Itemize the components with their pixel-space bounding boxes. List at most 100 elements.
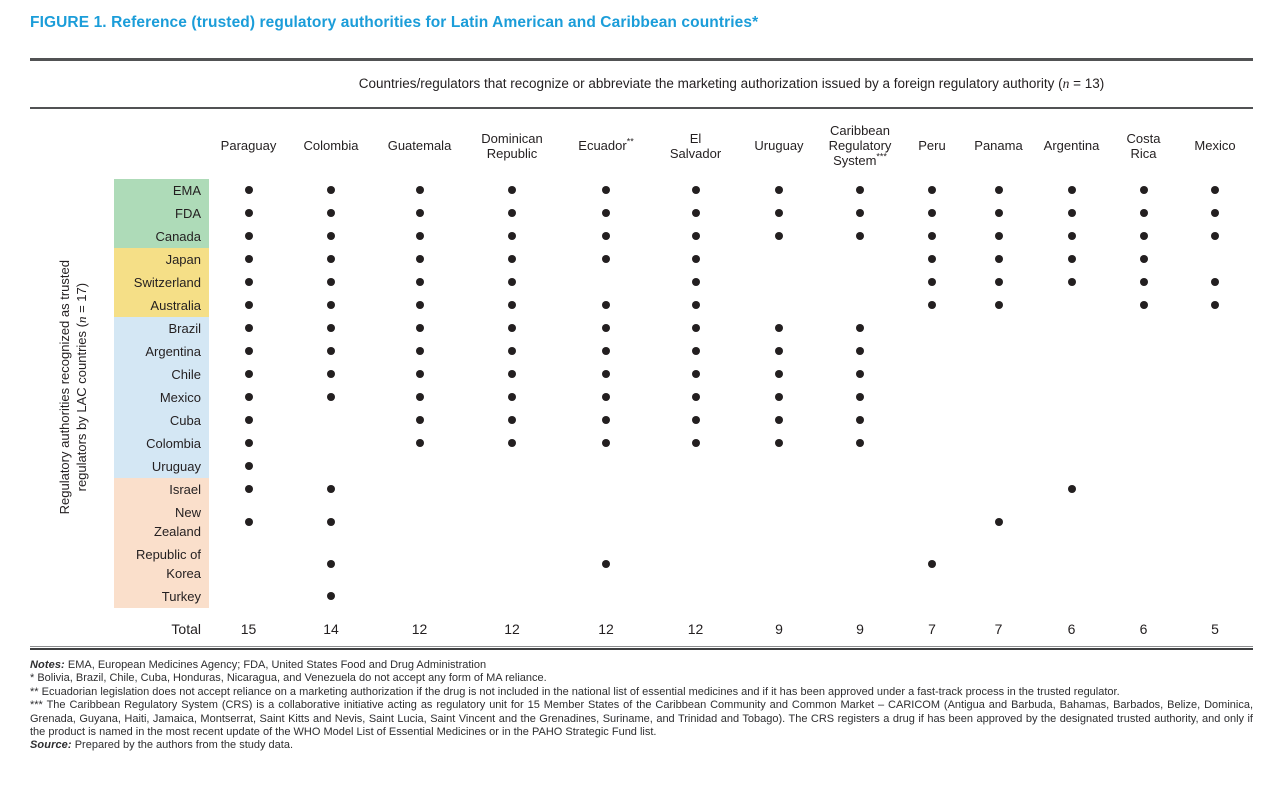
matrix-cell (559, 432, 653, 455)
matrix-cell (374, 179, 465, 202)
matrix-row: Cuba (114, 408, 1253, 432)
matrix-cell (820, 386, 900, 409)
matrix-cell (209, 294, 288, 317)
matrix-body: EMA FDA Canada Japan Switzerland Australia Bra… (114, 178, 1253, 608)
matrix-cell (900, 409, 964, 432)
data-dot (508, 209, 516, 217)
matrix-row: Brazil (114, 316, 1253, 340)
data-dot (602, 209, 610, 217)
data-dot (244, 439, 253, 447)
data-dot (327, 209, 335, 217)
matrix-cell (1110, 455, 1177, 478)
data-dot (602, 393, 610, 401)
matrix-cell (374, 478, 465, 501)
data-dot (691, 393, 700, 401)
matrix-cell (1033, 386, 1110, 409)
row-label: New Zealand (114, 500, 209, 543)
column-total: 15 (240, 620, 257, 637)
matrix-cell (653, 501, 738, 543)
matrix-cell (288, 455, 374, 478)
matrix-cell (738, 585, 820, 608)
data-dot (775, 347, 783, 355)
matrix-cell (738, 386, 820, 409)
matrix-cell (559, 409, 653, 432)
matrix-cell (1033, 248, 1110, 271)
data-dot (602, 186, 610, 194)
matrix-cell (1110, 409, 1177, 432)
column-header: Argentina (1043, 138, 1100, 153)
matrix-cell (374, 294, 465, 317)
matrix-cell (374, 432, 465, 455)
data-dot (775, 416, 783, 424)
matrix-cell (559, 179, 653, 202)
matrix-cell (820, 179, 900, 202)
matrix-cell (964, 248, 1033, 271)
matrix-cell (1177, 317, 1253, 340)
matrix-cell (820, 543, 900, 585)
matrix-cell (465, 501, 559, 543)
data-dot (508, 393, 516, 401)
matrix-cell (900, 363, 964, 386)
note-line: * Bolivia, Brazil, Chile, Cuba, Honduras… (30, 672, 547, 685)
matrix-cell (653, 363, 738, 386)
data-dot (1211, 232, 1219, 240)
matrix-cell (1177, 202, 1253, 225)
matrix-cell (465, 432, 559, 455)
matrix-cell (1033, 409, 1110, 432)
data-dot (1067, 232, 1076, 240)
matrix-cell (288, 248, 374, 271)
total-label: Total (171, 620, 201, 637)
matrix-cell (374, 543, 465, 585)
matrix-cell (1177, 543, 1253, 585)
data-dot (244, 209, 253, 217)
data-dot (1211, 186, 1219, 194)
matrix-cell (288, 202, 374, 225)
matrix-row: FDA (114, 201, 1253, 225)
column-header: Mexico (1194, 138, 1236, 153)
matrix-cell (900, 501, 964, 543)
data-dot (856, 232, 864, 240)
data-dot (691, 439, 700, 447)
note-line: ** Ecuadorian legislation does not accep… (30, 685, 1120, 698)
matrix-cell (900, 225, 964, 248)
data-dot (602, 416, 610, 424)
data-dot (244, 232, 253, 240)
data-dot (244, 255, 253, 263)
matrix-row: Canada (114, 224, 1253, 248)
matrix-cell (559, 271, 653, 294)
matrix-cell (1110, 363, 1177, 386)
data-dot (327, 393, 335, 401)
matrix-cell (1110, 478, 1177, 501)
matrix-cell (900, 386, 964, 409)
matrix-cell (900, 179, 964, 202)
data-dot (994, 278, 1003, 286)
row-label: Colombia (114, 431, 209, 455)
matrix-cell (653, 432, 738, 455)
data-dot (928, 255, 936, 263)
data-dot (415, 347, 424, 355)
matrix-row: EMA (114, 178, 1253, 202)
matrix-cell (964, 202, 1033, 225)
matrix-cell (559, 585, 653, 608)
matrix-row: Colombia (114, 431, 1253, 455)
matrix-cell (653, 478, 738, 501)
matrix-cell (209, 501, 288, 543)
data-dot (856, 209, 864, 217)
matrix-cell (1177, 386, 1253, 409)
data-dot (602, 301, 610, 309)
matrix-cell (465, 202, 559, 225)
data-dot (994, 255, 1003, 263)
matrix-cell (559, 478, 653, 501)
matrix-cell (964, 225, 1033, 248)
matrix-cell (1110, 317, 1177, 340)
matrix-cell (288, 409, 374, 432)
data-dot (508, 347, 516, 355)
matrix-cell (209, 202, 288, 225)
matrix-cell (374, 225, 465, 248)
matrix-cell (209, 317, 288, 340)
column-header: El Salvador (669, 130, 722, 161)
matrix-cell (1177, 432, 1253, 455)
matrix-cell (1110, 543, 1177, 585)
row-label: Chile (114, 362, 209, 386)
data-dot (415, 209, 424, 217)
